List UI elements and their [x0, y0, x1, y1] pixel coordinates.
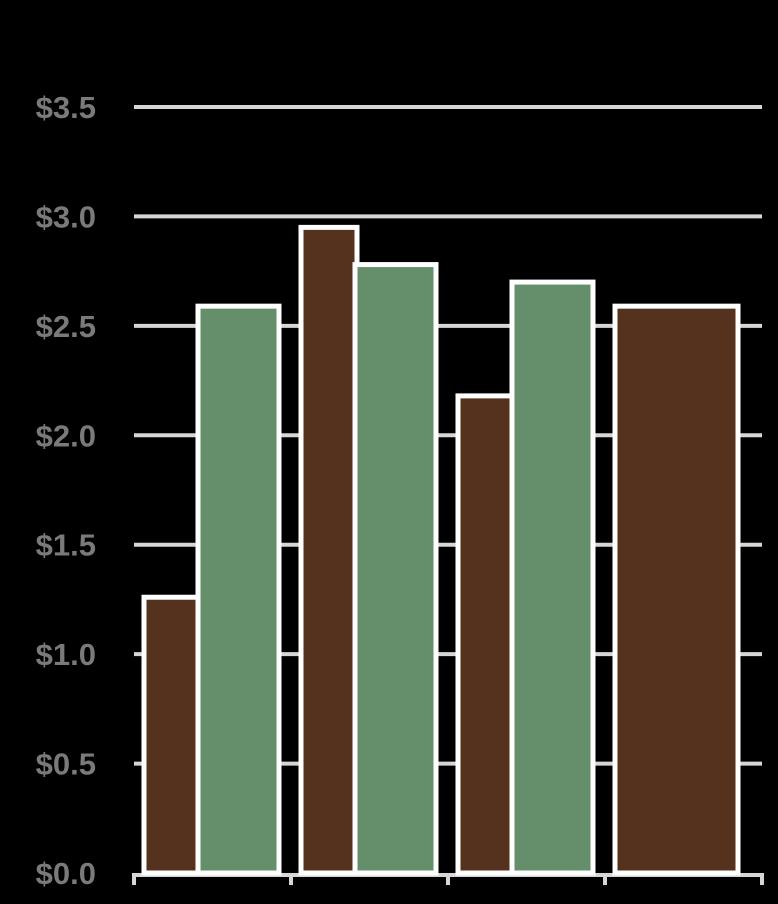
y-tick-label: $1.5 — [36, 528, 96, 563]
bar-series-2-cat-3 — [509, 279, 596, 876]
bar-series-2-cat-1 — [195, 303, 282, 876]
y-tick-label: $3.5 — [36, 90, 96, 125]
bar-series-1-cat-2 — [298, 224, 360, 876]
y-tick-label: $0.0 — [36, 856, 96, 891]
bar-series-1-cat-3 — [455, 393, 517, 876]
y-tick-label: $0.5 — [36, 747, 96, 782]
bar-series-1-cat-4 — [612, 303, 741, 876]
y-tick-label: $1.0 — [36, 637, 96, 672]
bars — [141, 224, 741, 876]
y-tick-label: $2.5 — [36, 309, 96, 344]
y-axis-tick-labels: $0.0 $0.5 $1.0 $1.5 $2.0 $2.5 $3.0 $3.5 — [36, 90, 96, 891]
y-tick-label: $2.0 — [36, 418, 96, 453]
bar-series-2-cat-2 — [352, 262, 439, 876]
bar-series-1-cat-1 — [141, 594, 203, 876]
y-tick-label: $3.0 — [36, 199, 96, 234]
